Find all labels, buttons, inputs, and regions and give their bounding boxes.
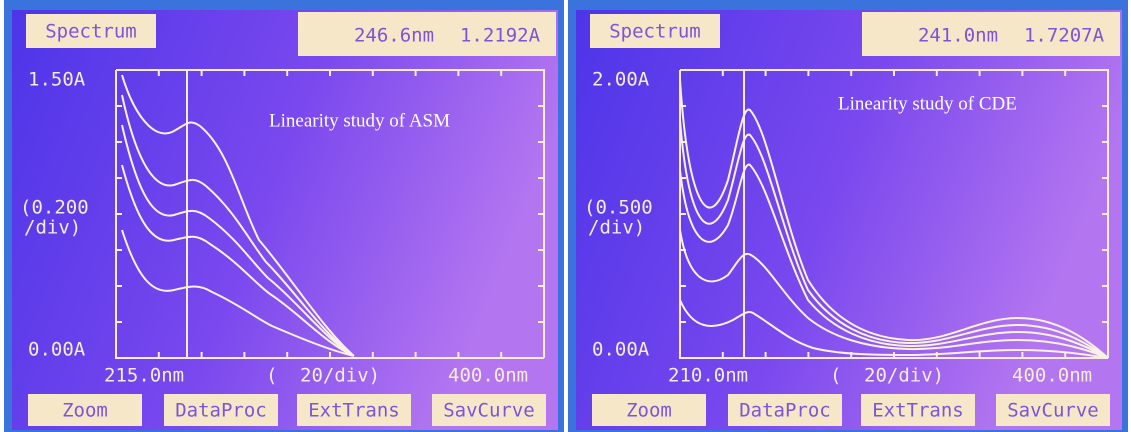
curves [121,74,355,357]
axis-frame [679,69,1109,359]
y-bottom: 0.00A [28,339,86,361]
curves [679,79,1109,359]
button[interactable] [592,394,706,426]
axis-frame [115,69,545,359]
x-end: 400.0nm [1012,365,1092,387]
readout-absorbance: 1.2192A [460,25,541,47]
y-bottom: 0.00A [592,339,650,361]
button[interactable] [996,394,1110,426]
panel: Spectrum 241.0nm 1.7207A Linearity study of… [568,0,1128,432]
annotation: Linearity study of CDE [838,93,1017,114]
y-scale: (0.200 [20,197,89,219]
button-label[interactable]: ExtTrans [308,400,400,422]
panel: Spectrum 246.6nm 1.2192A Linearity study of… [4,0,564,432]
button-label[interactable]: ExtTrans [872,400,964,422]
x-scale: 20/div) [300,365,380,387]
y-scale: /div) [24,217,81,239]
mode-box [26,14,156,48]
screen [576,10,1122,430]
x-start: 210.0nm [668,365,748,387]
readout-absorbance: 1.7207A [1024,25,1105,47]
annotation: Linearity study of ASM [269,110,450,131]
screen [12,10,558,430]
readout-box [862,12,1120,56]
y-scale: (0.500 [584,197,653,219]
button-label[interactable]: Zoom [62,400,108,422]
button[interactable] [432,394,546,426]
button[interactable] [861,394,975,426]
button[interactable] [297,394,411,426]
x-scale: ( [830,365,841,387]
mode-label: Spectrum [45,21,137,43]
readout-wavelength: 246.6nm [354,25,434,47]
x-end: 400.0nm [448,365,528,387]
button-label[interactable]: SavCurve [1007,400,1099,422]
button-label[interactable]: SavCurve [443,400,535,422]
x-start: 215.0nm [104,365,184,387]
x-scale: ( [266,365,277,387]
x-scale: 20/div) [864,365,944,387]
y-scale: /div) [588,217,645,239]
button[interactable] [164,394,278,426]
readout-wavelength: 241.0nm [918,25,998,47]
button-label[interactable]: Zoom [626,400,672,422]
button[interactable] [28,394,142,426]
y-top: 2.00A [592,69,650,91]
button[interactable] [728,394,842,426]
button-label[interactable]: DataProc [739,400,831,422]
button-label[interactable]: DataProc [175,400,267,422]
readout-box [298,12,556,56]
y-top: 1.50A [28,69,86,91]
mode-label: Spectrum [609,21,701,43]
mode-box [590,14,720,48]
